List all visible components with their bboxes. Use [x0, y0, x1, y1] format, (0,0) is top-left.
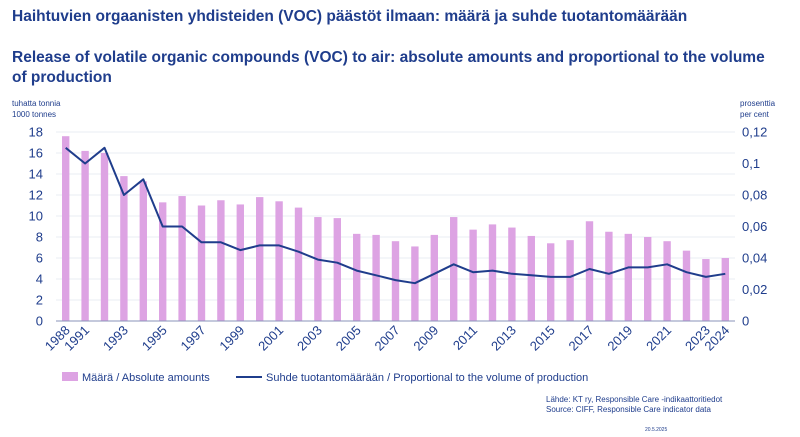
- ratio-line: [65, 146, 726, 285]
- chart-title: Haihtuvien orgaanisten yhdisteiden (VOC)…: [12, 8, 688, 25]
- x-tick-label: 2021: [643, 323, 674, 354]
- y-right-tick-label: 0,04: [742, 251, 767, 266]
- right-axis-unit-fi: prosenttia: [740, 99, 776, 108]
- x-tick-label: 2013: [488, 323, 519, 354]
- y-left-tick-label: 16: [29, 146, 43, 161]
- y-left-tick-label: 4: [36, 272, 43, 287]
- bar: [100, 153, 109, 321]
- y-right-tick-label: 0,02: [742, 282, 767, 297]
- y-left-tick-label: 10: [29, 209, 43, 224]
- bar: [120, 176, 128, 321]
- x-tick-label: 1995: [139, 323, 170, 354]
- bar: [624, 233, 632, 321]
- bar: [430, 234, 438, 321]
- bar: [488, 224, 497, 321]
- x-tick-label: 2007: [372, 323, 403, 354]
- bar: [605, 231, 613, 321]
- bar: [62, 136, 70, 321]
- legend-bar-label: Määrä / Absolute amounts: [82, 372, 210, 384]
- right-axis-ticks: 0 0,02 0,04 0,06 0,08 0,1 0,12: [742, 125, 767, 329]
- bar: [197, 205, 206, 321]
- bar: [547, 243, 555, 321]
- bar: [333, 218, 341, 321]
- bar: [566, 240, 574, 321]
- bar: [236, 204, 244, 321]
- bar: [527, 235, 535, 321]
- x-tick-label: 1997: [178, 323, 209, 354]
- bar: [353, 233, 361, 321]
- bar: [372, 234, 380, 321]
- bar: [256, 197, 264, 321]
- x-tick-label: 2019: [604, 323, 635, 354]
- bar: [663, 241, 671, 321]
- bar: [275, 201, 283, 321]
- bar: [644, 237, 652, 321]
- x-tick-label: 2009: [410, 323, 441, 354]
- bar: [721, 258, 729, 321]
- legend-bar-swatch: [62, 372, 78, 381]
- bar: [159, 202, 167, 321]
- bar: [294, 207, 303, 321]
- chart-date: 20.5.2025: [645, 427, 667, 433]
- legend: Määrä / Absolute amounts Suhde tuotantom…: [62, 372, 588, 384]
- left-axis-unit-fi: tuhatta tonnia: [12, 99, 61, 108]
- left-axis-unit-en: 1000 tonnes: [12, 110, 56, 119]
- bar: [702, 259, 710, 321]
- x-tick-label: 2003: [294, 323, 325, 354]
- left-axis-ticks: 0 2 4 6 8 10 12 14 16 18: [29, 125, 43, 329]
- legend-line-label: Suhde tuotantomäärään / Proportional to …: [266, 372, 588, 384]
- bar: [314, 217, 322, 321]
- y-right-tick-label: 0: [742, 314, 749, 329]
- y-right-tick-label: 0,1: [742, 156, 760, 171]
- chart-subtitle: Release of volatile organic compounds (V…: [12, 49, 765, 86]
- bar: [450, 217, 458, 321]
- bar-series: [62, 136, 729, 321]
- bar: [469, 229, 477, 321]
- y-left-tick-label: 0: [36, 314, 43, 329]
- bar: [81, 150, 89, 321]
- y-right-tick-label: 0,08: [742, 188, 767, 203]
- bar: [217, 200, 225, 321]
- bar: [178, 196, 186, 321]
- x-tick-label: 2005: [333, 323, 364, 354]
- y-left-tick-label: 2: [36, 293, 43, 308]
- source-fi: Lähde: KT ry, Responsible Care -indikaat…: [546, 395, 723, 404]
- bar: [585, 221, 594, 321]
- y-left-tick-label: 18: [29, 125, 43, 140]
- right-axis-unit-en: per cent: [740, 110, 770, 119]
- y-right-tick-label: 0,12: [742, 125, 767, 140]
- x-tick-label: 2017: [566, 323, 597, 354]
- y-right-tick-label: 0,06: [742, 219, 767, 234]
- bar: [682, 250, 691, 321]
- x-tick-label: 2001: [255, 323, 286, 354]
- x-tick-label: 1999: [216, 323, 247, 354]
- bar: [139, 181, 147, 321]
- source-en: Source: CIFF, Responsible Care indicator…: [546, 405, 712, 414]
- y-left-tick-label: 6: [36, 251, 43, 266]
- x-tick-label: 2015: [527, 323, 558, 354]
- x-tick-label: 2011: [450, 323, 480, 353]
- y-left-tick-label: 12: [29, 188, 43, 203]
- y-left-tick-label: 14: [29, 167, 43, 182]
- x-tick-label: 1993: [100, 323, 131, 354]
- y-left-tick-label: 8: [36, 230, 43, 245]
